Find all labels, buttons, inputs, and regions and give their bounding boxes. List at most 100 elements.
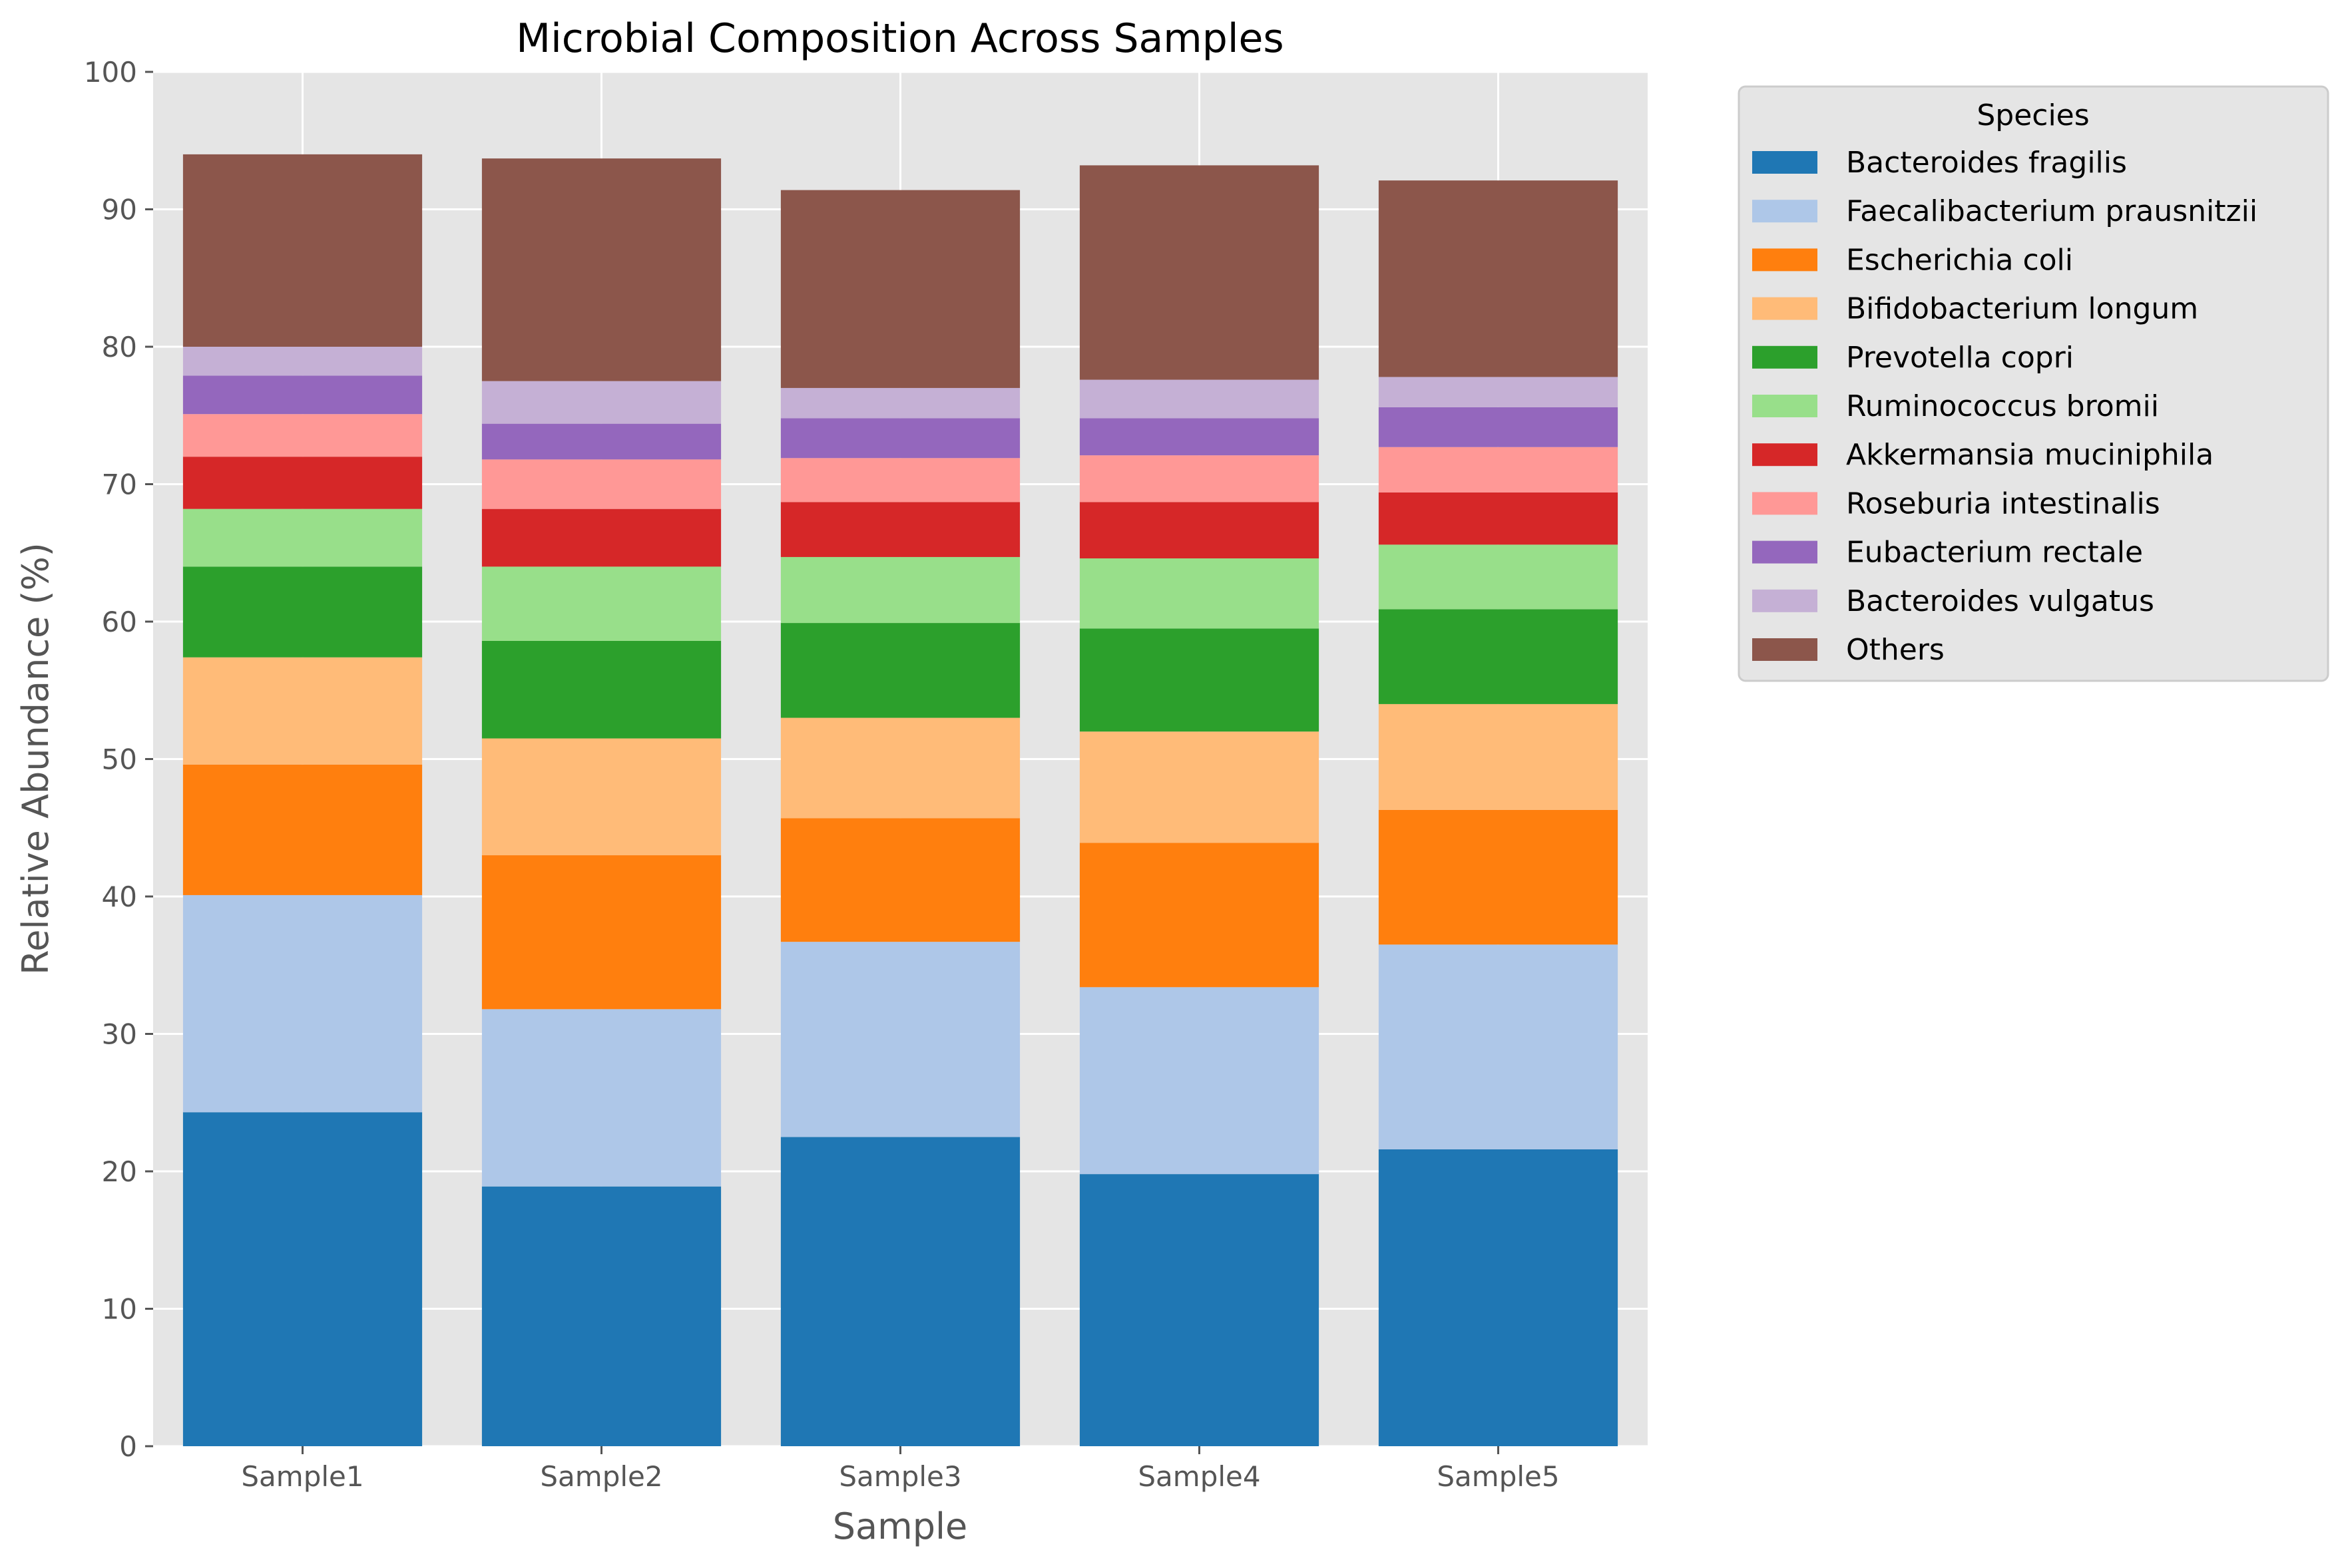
legend-swatch: [1752, 540, 1817, 564]
legend-swatch: [1752, 345, 1817, 369]
legend-item: Ruminococcus bromii: [1752, 389, 2159, 423]
legend-label: Others: [1846, 633, 1945, 667]
bar-segment: [1378, 703, 1618, 810]
bar-segment: [1378, 609, 1618, 704]
bar-segment: [481, 158, 722, 381]
legend-label: Ruminococcus bromii: [1846, 389, 2159, 423]
legend-swatch: [1752, 443, 1817, 467]
bar-segment: [182, 347, 423, 376]
x-tick-label: Sample5: [1437, 1460, 1559, 1493]
x-tick-label: Sample1: [241, 1460, 363, 1493]
bar-segment: [182, 414, 423, 457]
bar-segment: [182, 508, 423, 567]
bar-segment: [1378, 809, 1618, 945]
bar-segment: [780, 418, 1021, 459]
x-axis: Sample1 Sample2 Sample3 Sample4 Sample5: [241, 1446, 1560, 1493]
legend-swatch: [1752, 200, 1817, 223]
legend-label: Bacteroides fragilis: [1846, 146, 2127, 180]
legend-swatch: [1752, 395, 1817, 417]
bar-segment: [1079, 418, 1319, 456]
bar-segment: [780, 623, 1021, 718]
bar-segment: [182, 457, 423, 509]
bar-segment: [1079, 628, 1319, 732]
bar-segment: [1378, 377, 1618, 407]
bar-segment: [182, 764, 423, 895]
bar-segment: [182, 566, 423, 658]
legend-item: Akkermansia muciniphila: [1752, 438, 2214, 472]
bar-segment: [780, 190, 1021, 388]
y-tick-label: 20: [102, 1155, 137, 1188]
bar-segment: [1079, 1174, 1319, 1446]
bar-segment: [481, 459, 722, 509]
bar-segment: [780, 942, 1021, 1137]
bar-segment: [1378, 944, 1618, 1149]
y-tick-label: 90: [102, 194, 137, 226]
legend-item: Eubacterium rectale: [1752, 536, 2143, 570]
legend-label: Faecalibacterium prausnitzii: [1846, 194, 2257, 228]
bar-segment: [1079, 502, 1319, 559]
bar-segment: [1378, 492, 1618, 545]
y-tick-label: 30: [102, 1018, 137, 1051]
bar-segment: [481, 640, 722, 739]
y-tick-label: 50: [102, 743, 137, 776]
bar-segment: [1378, 180, 1618, 377]
bar-segment: [1378, 544, 1618, 610]
bar-segment: [182, 657, 423, 765]
y-tick-label: 60: [102, 606, 137, 638]
y-axis: 0 10 20 30 40 50 60 70 80 90 100: [84, 56, 153, 1463]
legend-label: Prevotella copri: [1846, 341, 2074, 375]
legend-item: Bifidobacterium longum: [1752, 292, 2198, 326]
bar-segment: [1079, 987, 1319, 1175]
legend-label: Akkermansia muciniphila: [1846, 438, 2214, 472]
y-tick-label: 80: [102, 331, 137, 363]
legend-swatch: [1752, 248, 1817, 272]
bar-segment: [481, 423, 722, 460]
bar-segment: [780, 818, 1021, 942]
bar-segment: [182, 375, 423, 415]
bar-segment: [182, 894, 423, 1113]
bar-segment: [182, 1112, 423, 1446]
x-axis-label: Sample: [833, 1505, 967, 1547]
legend-frame: [1738, 85, 2329, 682]
bar-segment: [1378, 1149, 1618, 1446]
bar-segment: [1378, 407, 1618, 447]
bars: [182, 154, 1618, 1446]
bar-segment: [1378, 447, 1618, 492]
y-tick-label: 0: [119, 1430, 137, 1463]
legend: Species Bacteroides fragilis Faecalibacte…: [1738, 85, 2329, 682]
y-tick-label: 40: [102, 881, 137, 913]
legend-label: Eubacterium rectale: [1846, 536, 2143, 570]
legend-label: Bacteroides vulgatus: [1846, 584, 2154, 618]
legend-swatch: [1752, 638, 1817, 661]
bar-segment: [1079, 731, 1319, 843]
bar-segment: [481, 738, 722, 856]
bar-segment: [780, 387, 1021, 419]
y-tick-label: 10: [102, 1293, 137, 1326]
legend-label: Roseburia intestinalis: [1846, 487, 2160, 520]
y-tick-label: 70: [102, 469, 137, 501]
legend-item: Faecalibacterium prausnitzii: [1752, 194, 2257, 228]
legend-item: Bacteroides fragilis: [1752, 146, 2127, 180]
bar-segment: [481, 1186, 722, 1446]
legend-swatch: [1752, 297, 1817, 320]
bar-segment: [1079, 379, 1319, 419]
bar-segment: [481, 566, 722, 641]
bar-segment: [182, 154, 423, 347]
bar-segment: [1079, 843, 1319, 988]
legend-title: Species: [1977, 98, 2089, 132]
bar-segment: [780, 1137, 1021, 1446]
x-tick-label: Sample2: [540, 1460, 662, 1493]
legend-item: Roseburia intestinalis: [1752, 487, 2160, 520]
bar-segment: [1079, 165, 1319, 380]
legend-item: Others: [1752, 633, 1945, 667]
legend-items: Bacteroides fragilis Faecalibacterium pra…: [1752, 146, 2257, 667]
bar-segment: [780, 458, 1021, 502]
bar-segment: [780, 556, 1021, 624]
chart-title: Microbial Composition Across Samples: [516, 15, 1284, 62]
bar-segment: [481, 381, 722, 424]
legend-item: Prevotella copri: [1752, 341, 2074, 375]
y-tick-label: 100: [84, 56, 137, 89]
bar-segment: [1079, 455, 1319, 502]
legend-label: Bifidobacterium longum: [1846, 292, 2198, 326]
